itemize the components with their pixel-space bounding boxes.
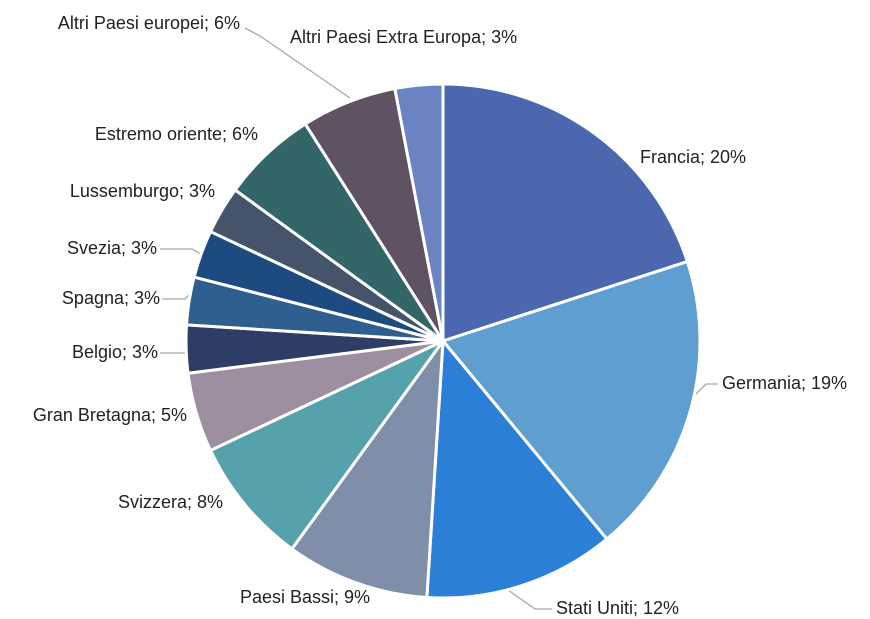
pie-slice [425, 339, 609, 600]
data-label: Estremo oriente; 6% [95, 124, 258, 144]
pie-slice [393, 82, 445, 343]
leader-line [160, 341, 189, 354]
pie-slice [290, 339, 445, 599]
data-label: Gran Bretagna; 5% [33, 405, 187, 425]
data-label: Svizzera; 8% [118, 492, 223, 512]
pie-slice [441, 260, 702, 541]
leader-line [162, 291, 193, 300]
leader-line [160, 248, 203, 256]
data-label: Francia; 20% [640, 147, 746, 167]
pie-slice [208, 339, 445, 551]
data-label: Germania; 19% [722, 373, 847, 393]
data-label: Lussemburgo; 3% [70, 181, 215, 201]
data-label: Altri Paesi Extra Europa; 3% [290, 27, 517, 47]
data-label: Spagna; 3% [62, 288, 160, 308]
pie-slice [441, 82, 689, 343]
leader-line [507, 589, 552, 610]
data-label: Stati Uniti; 12% [556, 598, 679, 618]
data-label: Belgio; 3% [72, 342, 158, 362]
data-label: Altri Paesi europei; 6% [58, 13, 240, 33]
data-label: Paesi Bassi; 9% [240, 587, 370, 607]
data-label: Svezia; 3% [67, 238, 157, 258]
leader-line [244, 27, 351, 99]
